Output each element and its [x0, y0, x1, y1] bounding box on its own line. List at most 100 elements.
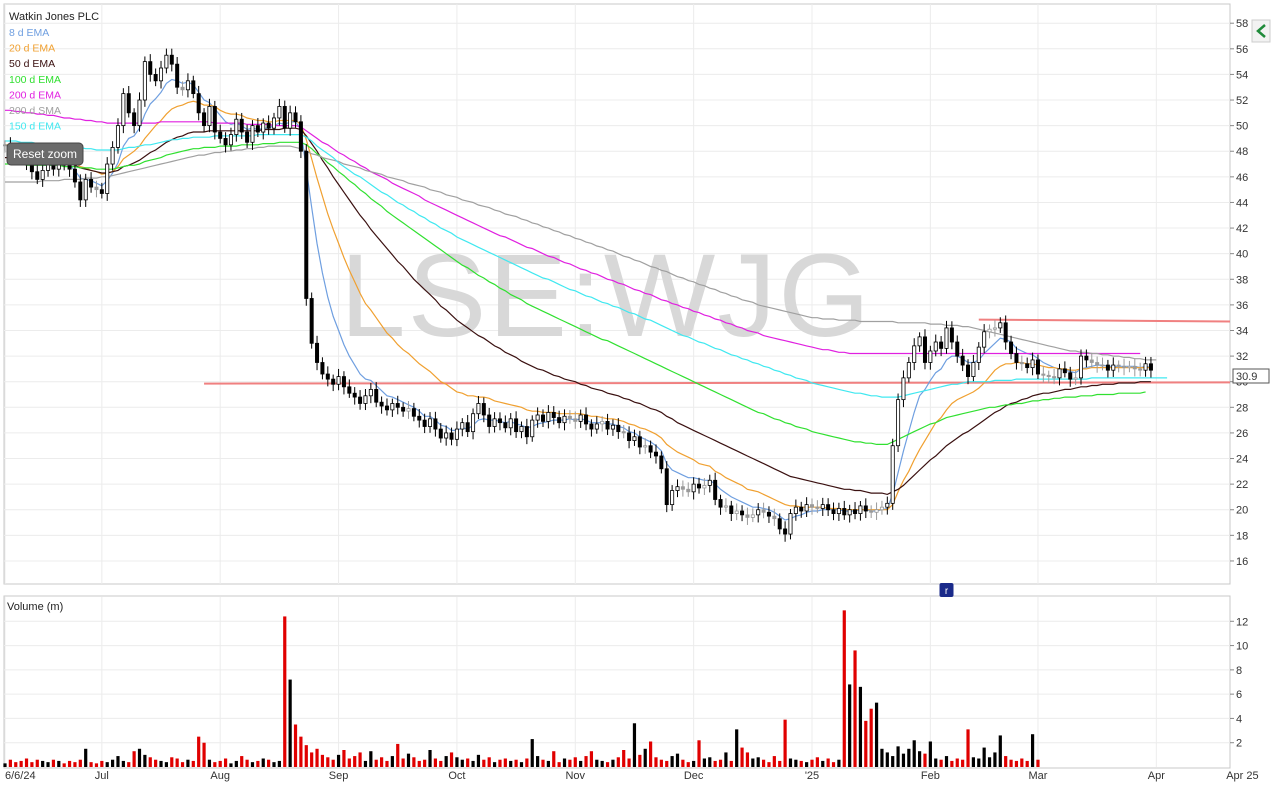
candle-body	[831, 509, 836, 514]
volume-bar	[487, 757, 491, 767]
volume-bar	[449, 752, 454, 767]
chart-title: Watkin Jones PLC	[9, 11, 99, 23]
candle-body	[471, 413, 476, 433]
x-tick-label: '25	[805, 770, 819, 782]
candle-body	[175, 63, 180, 88]
candle-body	[363, 395, 368, 404]
price-tick-label: 52	[1236, 95, 1248, 107]
candle	[159, 60, 164, 89]
candle-body	[772, 515, 777, 520]
candle	[831, 502, 836, 521]
candle	[869, 505, 874, 518]
candle	[955, 335, 960, 363]
candle	[1073, 370, 1078, 386]
collapse-toggle[interactable]	[1251, 19, 1271, 43]
volume-bar	[256, 760, 260, 767]
volume-bar	[14, 762, 18, 767]
candle	[729, 500, 734, 521]
candle-body	[99, 189, 104, 194]
candle-body	[411, 408, 416, 417]
candle	[94, 180, 99, 198]
candle	[449, 427, 454, 446]
price-tick-label: 38	[1236, 274, 1248, 286]
volume-bar	[966, 729, 970, 767]
price-tick-label: 54	[1236, 69, 1248, 81]
volume-bar	[8, 759, 12, 767]
candle	[621, 425, 626, 439]
x-axis: 6/6/24 Jul Aug Sep Oct Nov Dec '25 Feb Mar Apr Apr …	[5, 770, 1259, 782]
candle	[191, 75, 196, 99]
volume-bar	[665, 760, 669, 767]
collapse-toggle-bg[interactable]	[1251, 19, 1271, 43]
volume-bar	[100, 760, 104, 767]
candle-body	[298, 121, 303, 152]
candle-body	[417, 415, 422, 421]
volume-bar	[396, 743, 400, 767]
candle	[1057, 363, 1062, 386]
reset-zoom-button[interactable]: Reset zoom	[6, 142, 84, 166]
candle-body	[1068, 372, 1073, 380]
volume-bar	[24, 758, 29, 767]
candle	[578, 409, 583, 428]
candle	[815, 500, 820, 514]
candle-body	[465, 422, 470, 433]
volume-tick-label: 12	[1236, 616, 1248, 628]
candle	[949, 321, 954, 350]
volume-bar	[73, 762, 77, 767]
candle-body	[686, 488, 691, 493]
candle-body	[562, 415, 567, 424]
candle-body	[207, 106, 212, 127]
candle-body	[1035, 359, 1040, 375]
candle-body	[901, 377, 906, 401]
candle	[433, 411, 438, 437]
volume-bar	[616, 757, 620, 767]
volume-bar	[132, 751, 136, 767]
candle	[315, 335, 320, 371]
candle-body	[508, 418, 513, 429]
candle-body	[723, 505, 728, 508]
candle	[218, 124, 223, 144]
volume-bar	[180, 762, 185, 767]
candle	[212, 100, 217, 140]
volume-bar	[390, 756, 394, 767]
volume-bar	[310, 752, 314, 767]
volume-bar	[503, 758, 507, 767]
candle-body	[643, 445, 648, 448]
candle-body	[121, 93, 126, 127]
volume-bar	[600, 760, 604, 767]
candle-body	[659, 455, 664, 470]
price-tick-label: 24	[1236, 454, 1248, 466]
reset-zoom-bg[interactable]	[6, 142, 84, 166]
candle-body	[928, 350, 933, 363]
volume-bar	[589, 751, 594, 767]
volume-bar	[977, 758, 981, 767]
candle	[1009, 335, 1014, 360]
candle-body	[998, 322, 1003, 329]
candle	[379, 396, 384, 414]
volume-bar	[842, 610, 846, 767]
volume-bar	[143, 754, 147, 767]
volume-bar	[627, 758, 631, 767]
volume-bar	[283, 616, 287, 767]
candle	[250, 120, 255, 150]
volume-tick-label: 6	[1236, 689, 1242, 701]
candle-body	[277, 106, 282, 119]
candle-body	[912, 345, 917, 363]
candle	[255, 118, 260, 138]
candle-body	[503, 422, 508, 429]
event-marker-box[interactable]	[939, 583, 954, 597]
candle-body	[707, 479, 712, 486]
volume-bar	[223, 758, 228, 767]
legend-item: 8 d EMA	[9, 27, 49, 39]
candle-body	[261, 122, 266, 133]
volume-bar	[78, 759, 82, 767]
volume-bar	[250, 762, 255, 767]
candle	[347, 379, 352, 398]
chevron-left-icon	[1256, 24, 1266, 38]
volume-bar	[229, 763, 233, 767]
event-marker[interactable]: r	[939, 583, 954, 597]
candle	[971, 354, 976, 382]
candle	[524, 418, 529, 445]
candle-body	[799, 506, 804, 512]
